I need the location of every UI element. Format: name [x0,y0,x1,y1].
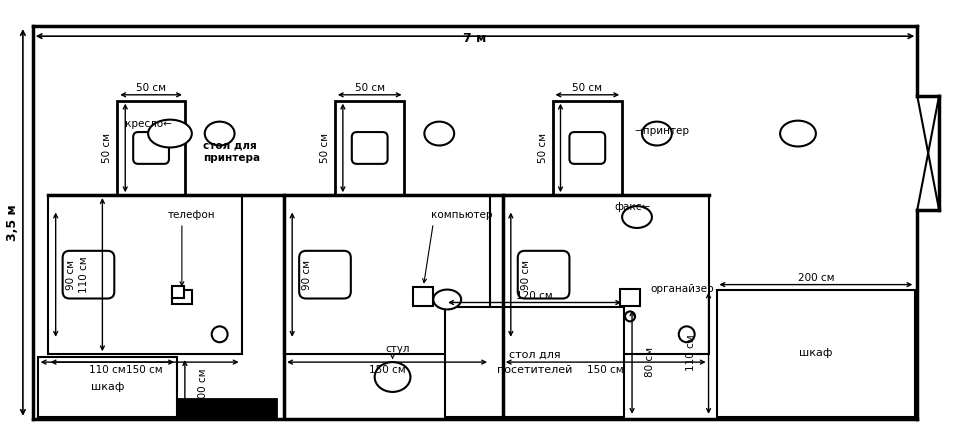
Text: 110 см: 110 см [89,365,126,375]
Bar [284,195,490,354]
Text: 50 см: 50 см [320,133,330,163]
Text: стул: стул [385,344,409,354]
Text: телефон: телефон [168,210,215,220]
Bar [445,307,624,417]
FancyBboxPatch shape [62,251,114,299]
Text: стол для: стол для [203,140,257,151]
Bar [177,399,277,419]
Ellipse shape [622,206,652,228]
Text: 50 см: 50 см [136,83,166,93]
Ellipse shape [678,326,695,342]
Text: шкаф: шкаф [800,348,832,358]
FancyBboxPatch shape [134,132,169,164]
Text: 150 см: 150 см [126,365,163,375]
Bar [172,290,192,304]
Bar [335,101,405,195]
Bar [172,286,184,298]
Bar [503,195,708,354]
Text: 50 см: 50 см [103,133,112,163]
Text: 90 см: 90 см [65,260,76,290]
Text: 200 см: 200 см [798,272,834,283]
Text: 150 см: 150 см [369,365,406,375]
Text: 200 см: 200 см [198,369,208,405]
Ellipse shape [433,290,461,310]
Text: органайзер: органайзер [650,284,714,294]
Ellipse shape [642,122,672,145]
Text: стол для: стол для [508,349,560,359]
Bar [48,195,241,354]
FancyBboxPatch shape [570,132,605,164]
Ellipse shape [205,122,234,145]
Text: шкаф: шкаф [90,382,124,392]
Text: 90 см: 90 см [521,260,530,290]
Bar [117,101,185,195]
FancyBboxPatch shape [518,251,570,299]
Ellipse shape [460,326,476,342]
Ellipse shape [425,122,455,145]
Bar [37,357,177,417]
Text: 50 см: 50 см [573,83,603,93]
Text: 90 см: 90 см [302,260,312,290]
Text: принтера: принтера [203,153,259,163]
Ellipse shape [780,120,816,147]
Text: 7 м: 7 м [463,31,486,45]
FancyBboxPatch shape [352,132,387,164]
Text: 80 см: 80 см [645,347,655,377]
Ellipse shape [211,326,228,342]
Text: 150 см: 150 см [587,365,624,375]
Ellipse shape [148,120,192,148]
Text: 50 см: 50 см [537,133,548,163]
Text: 110 см: 110 см [686,335,696,372]
Text: компьютер: компьютер [431,210,493,220]
Bar [717,290,915,417]
Text: 50 см: 50 см [355,83,384,93]
Ellipse shape [625,311,635,321]
Text: факс←: факс← [614,202,651,212]
Text: 3,5 м: 3,5 м [7,204,19,241]
Text: посетителей: посетителей [497,365,573,375]
Bar [620,288,640,307]
Text: кресло←: кресло← [125,119,171,128]
Text: 120 см: 120 см [516,291,553,300]
Text: 110 см: 110 см [80,256,89,293]
FancyBboxPatch shape [299,251,351,299]
Text: →принтер: →принтер [634,125,689,136]
Bar [413,287,433,307]
Ellipse shape [375,362,410,392]
Bar [553,101,622,195]
